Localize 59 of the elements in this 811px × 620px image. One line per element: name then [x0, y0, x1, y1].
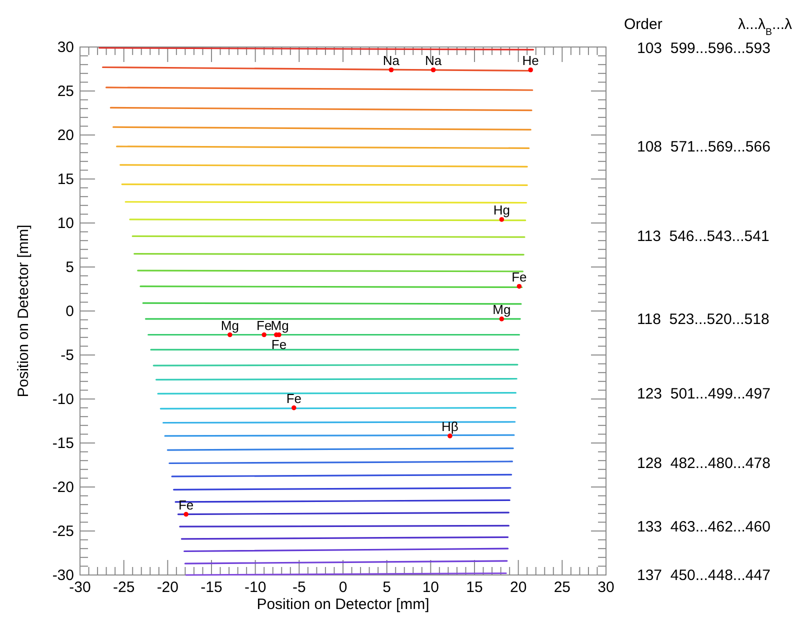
x-tick-label: 30 [598, 579, 614, 596]
y-tick-label: 25 [57, 83, 74, 100]
text: 137 450...448...447 [637, 567, 770, 584]
y-tick-label: 30 [57, 39, 74, 56]
text: 103 599...596...593 [637, 40, 770, 57]
x-tick-label: 15 [466, 579, 483, 596]
y-tick-label: -15 [52, 435, 74, 452]
point [448, 434, 452, 438]
y-tick-label: 15 [57, 171, 74, 188]
x-tick-label: -15 [200, 579, 222, 596]
x-axis-title: Position on Detector [mm] [256, 596, 430, 613]
text: 123 501...499...497 [637, 386, 770, 403]
x-tick-label: -25 [112, 579, 135, 596]
annotation: Hβ [442, 418, 458, 434]
text: 118 523...520...518 [637, 310, 770, 328]
y-tick-label: 5 [66, 259, 74, 276]
text: 113 546...543...541 [637, 228, 770, 246]
x-tick-label: 10 [422, 579, 440, 596]
annotation: Fe [512, 269, 527, 284]
y-tick-label: -10 [52, 391, 74, 408]
x-tick-label: -5 [292, 579, 306, 596]
point [516, 284, 522, 289]
point [184, 512, 188, 517]
y-tick-label: 20 [57, 127, 74, 144]
y-tick-label: 10 [57, 215, 74, 232]
annotation: Mg [492, 302, 511, 317]
point [499, 217, 504, 222]
text: 133 463...462...460 [637, 518, 770, 536]
y-tick-label: -20 [52, 479, 74, 496]
y-tick-label: -5 [60, 347, 74, 364]
x-tick-label: -20 [156, 579, 179, 596]
annotation: Mg [220, 318, 239, 333]
point [262, 332, 266, 338]
point [528, 67, 534, 72]
annotation: Mg [270, 318, 289, 333]
x-tick-label: 25 [554, 579, 571, 596]
y-axis-title: Position on Detector [mm] [15, 224, 32, 398]
x-tick-label: 0 [338, 579, 348, 596]
annotation: Hg [493, 202, 510, 218]
x-tick-label: -10 [244, 579, 266, 596]
point [430, 67, 436, 72]
x-tick-label: 20 [510, 579, 527, 596]
y-tick-label: -30 [52, 567, 74, 584]
x-tick-label: 5 [382, 579, 392, 596]
y-tick-label: -25 [52, 523, 74, 540]
text: 108 571...569...566 [637, 138, 770, 156]
annotation: Fe [271, 336, 287, 352]
annotation: Fe [286, 390, 302, 406]
point [499, 316, 504, 322]
annotation: Na [382, 52, 400, 68]
text: 128 482...480...478 [637, 455, 770, 472]
point [292, 405, 296, 410]
text: λ...λ$_{B}$...λ [738, 16, 793, 38]
point [388, 67, 394, 72]
annotation: Fe [256, 318, 272, 333]
y-tick-label: 0 [66, 303, 74, 320]
annotation: Na [424, 52, 442, 68]
annotation: He [522, 52, 539, 68]
text: Order [624, 16, 662, 33]
